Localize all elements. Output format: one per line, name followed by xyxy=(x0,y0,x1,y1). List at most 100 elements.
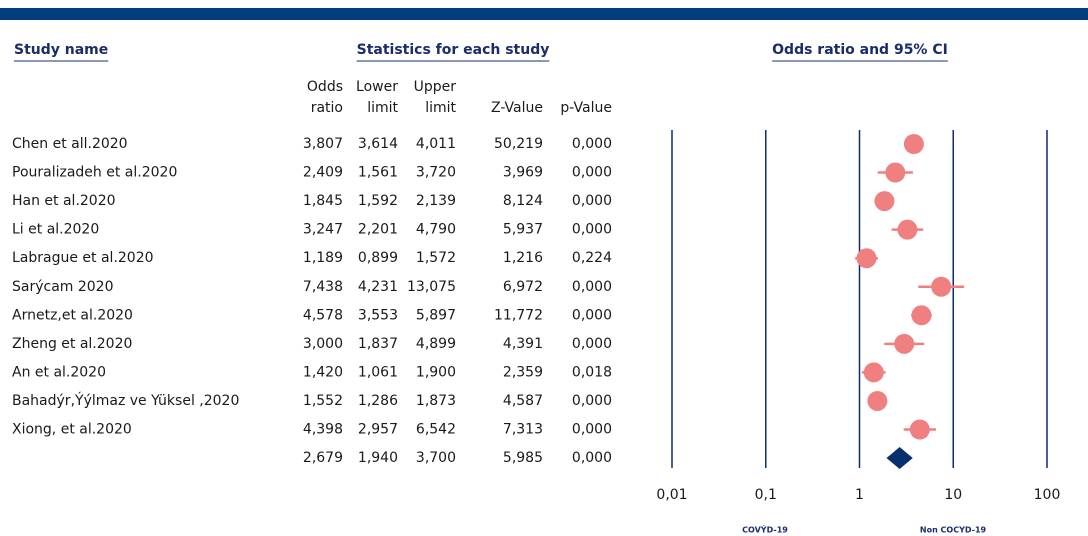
cell-value: 4,011 xyxy=(416,136,456,152)
cell-value: 0,000 xyxy=(572,422,612,438)
study-name: Arnetz,et al.2020 xyxy=(12,307,133,323)
cell-value: 1,552 xyxy=(303,393,343,409)
cell-value: 5,897 xyxy=(416,307,456,323)
cell-value: 2,409 xyxy=(303,165,343,181)
cell-value: 3,807 xyxy=(303,136,343,152)
cell-value: 13,075 xyxy=(407,279,456,295)
cell-value: 1,845 xyxy=(303,193,343,209)
cell-value: 1,216 xyxy=(503,250,543,266)
column-header: Upper xyxy=(414,79,457,95)
cell-value: 4,790 xyxy=(416,222,456,238)
cell-value: 4,587 xyxy=(503,393,543,409)
cell-value: 3,720 xyxy=(416,165,456,181)
cell-value: 0,000 xyxy=(572,136,612,152)
study-name: Labrague et al.2020 xyxy=(12,250,154,266)
odds-ratio-marker xyxy=(867,390,888,411)
cell-value: 1,061 xyxy=(358,364,398,380)
cell-value: 4,398 xyxy=(303,422,343,438)
odds-ratio-marker xyxy=(874,191,895,212)
cell-value: 0,000 xyxy=(572,222,612,238)
x-tick-label: 0,1 xyxy=(755,487,777,503)
odds-ratio-marker xyxy=(856,248,877,269)
cell-value: 4,578 xyxy=(303,307,343,323)
odds-ratio-marker xyxy=(863,362,884,383)
cell-value: 1,286 xyxy=(358,393,398,409)
cell-value: 0,224 xyxy=(572,250,612,266)
odds-ratio-marker xyxy=(903,134,924,154)
cell-value: 3,969 xyxy=(503,165,543,181)
column-header: limit xyxy=(425,100,456,116)
cell-value: 1,592 xyxy=(358,193,398,209)
odds-ratio-marker xyxy=(911,305,932,326)
study-name: Han et al.2020 xyxy=(12,193,116,209)
top-bar xyxy=(0,8,1088,20)
column-header: p-Value xyxy=(560,100,612,116)
study-name: An et al.2020 xyxy=(12,364,106,380)
cell-value: 6,542 xyxy=(416,422,456,438)
cell-value: 0,000 xyxy=(572,165,612,181)
cell-value: 1,561 xyxy=(358,165,398,181)
cell-value: 0,000 xyxy=(572,450,612,466)
study-name: Xiong, et al.2020 xyxy=(12,422,132,438)
cell-value: 11,772 xyxy=(494,307,543,323)
column-header: ratio xyxy=(311,100,343,116)
cell-value: 50,219 xyxy=(494,136,543,152)
column-header: Lower xyxy=(356,79,398,95)
cell-value: 0,000 xyxy=(572,193,612,209)
cell-value: 6,972 xyxy=(503,279,543,295)
cell-value: 0,018 xyxy=(572,364,612,380)
odds-ratio-marker xyxy=(897,219,918,240)
cell-value: 0,899 xyxy=(358,250,398,266)
study-name: Sarýcam 2020 xyxy=(12,279,114,295)
cell-value: 5,937 xyxy=(503,222,543,238)
study-name: Bahadýr,Ýýlmaz ve Yüksel ,2020 xyxy=(12,392,239,409)
cell-value: 0,000 xyxy=(572,307,612,323)
cell-value: 3,000 xyxy=(303,336,343,352)
cell-value: 1,572 xyxy=(416,250,456,266)
cell-value: 7,313 xyxy=(503,422,543,438)
cell-value: 5,985 xyxy=(503,450,543,466)
cell-value: 4,391 xyxy=(503,336,543,352)
cell-value: 2,957 xyxy=(358,422,398,438)
cell-value: 2,139 xyxy=(416,193,456,209)
axis-note: COVÝD-19 xyxy=(742,524,788,535)
cell-value: 7,438 xyxy=(303,279,343,295)
odds-ratio-marker xyxy=(894,333,915,354)
cell-value: 8,124 xyxy=(503,193,543,209)
cell-value: 1,900 xyxy=(416,364,456,380)
cell-value: 3,614 xyxy=(358,136,398,152)
cell-value: 4,899 xyxy=(416,336,456,352)
cell-value: 0,000 xyxy=(572,279,612,295)
cell-value: 3,553 xyxy=(358,307,398,323)
section-heading: Study name xyxy=(14,42,108,58)
odds-ratio-marker xyxy=(909,419,930,440)
cell-value: 1,420 xyxy=(303,364,343,380)
study-name: Chen et all.2020 xyxy=(12,136,128,152)
odds-ratio-marker xyxy=(931,276,952,297)
cell-value: 2,679 xyxy=(303,450,343,466)
summary-diamond xyxy=(886,447,913,470)
x-tick-label: 0,01 xyxy=(656,487,687,503)
cell-value: 1,837 xyxy=(358,336,398,352)
cell-value: 2,359 xyxy=(503,364,543,380)
study-name: Li et al.2020 xyxy=(12,222,99,238)
column-header: Z-Value xyxy=(491,100,543,116)
x-tick-label: 1 xyxy=(855,487,864,503)
cell-value: 1,189 xyxy=(303,250,343,266)
cell-value: 4,231 xyxy=(358,279,398,295)
cell-value: 1,940 xyxy=(358,450,398,466)
odds-ratio-marker xyxy=(885,162,906,183)
cell-value: 0,000 xyxy=(572,393,612,409)
cell-value: 0,000 xyxy=(572,336,612,352)
column-header: limit xyxy=(367,100,398,116)
cell-value: 3,247 xyxy=(303,222,343,238)
section-heading: Odds ratio and 95% CI xyxy=(772,42,948,58)
x-tick-label: 10 xyxy=(944,487,962,503)
study-name: Pouralizadeh et al.2020 xyxy=(12,165,177,181)
cell-value: 1,873 xyxy=(416,393,456,409)
cell-value: 2,201 xyxy=(358,222,398,238)
x-tick-label: 100 xyxy=(1034,487,1061,503)
study-name: Zheng et al.2020 xyxy=(12,336,132,352)
section-heading: Statistics for each study xyxy=(357,42,550,58)
